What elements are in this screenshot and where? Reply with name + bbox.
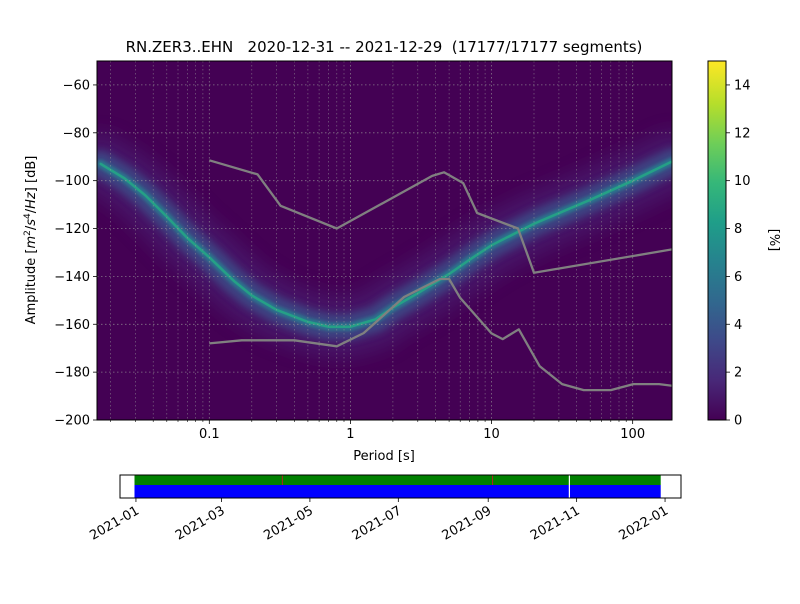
timeline-tick-label: 2021-05: [261, 503, 316, 543]
colorbar-tick-label: 6: [734, 270, 742, 285]
x-tick-label: 0.1: [199, 427, 220, 442]
noise-model-lines: [208, 159, 672, 392]
noise-model-nlnm: [209, 277, 672, 392]
noise-model-nhnm: [208, 159, 672, 274]
timeline-tick-label: 2021-11: [528, 503, 583, 543]
y-tick-label: −200: [54, 414, 90, 429]
timeline-tick-label: 2021-09: [440, 503, 495, 543]
x-tick-label: 100: [620, 427, 645, 442]
y-tick-label: −140: [54, 270, 90, 285]
heatmap-density: [97, 131, 672, 357]
colorbar-label: [%]: [766, 229, 781, 252]
y-tick-label: −160: [54, 318, 90, 333]
timeline-bar-top: [134, 475, 661, 485]
x-axis: 0.1 1 10 100: [110, 420, 645, 442]
colorbar-gradient: [707, 60, 727, 421]
x-tick-label: 10: [483, 427, 500, 442]
colorbar-tick-label: 14: [734, 78, 751, 93]
x-tick-label: 1: [346, 427, 354, 442]
y-axis: −200 −180 −160 −140 −120 −100 −80 −60: [54, 78, 97, 429]
timeline-bar-bottom: [134, 485, 661, 498]
y-tick-label: −60: [63, 78, 90, 93]
colorbar-tick-label: 2: [734, 366, 742, 381]
y-tick-label: −120: [54, 222, 90, 237]
x-axis-label: Period [s]: [353, 449, 415, 464]
timeline-bars: [134, 475, 661, 498]
y-tick-label: −80: [63, 126, 90, 141]
colorbar-ticks: 0 2 4 6 8 10 12 14: [726, 78, 751, 429]
colorbar-tick-label: 10: [734, 174, 751, 189]
y-tick-label: −100: [54, 174, 90, 189]
chart-title: RN.ZER3..EHN 2020-12-31 -- 2021-12-29 (1…: [126, 38, 643, 56]
y-axis-label: Amplitude [m2/s4/Hz] [dB]: [23, 156, 39, 325]
timeline-tick-label: 2021-07: [350, 503, 405, 543]
plot-area: 0.1 1 10 100 −200 −180 −160 −140 −120 −100 −80 −60…: [23, 60, 673, 464]
colorbar: 0 2 4 6 8 10 12 14 [%]: [707, 60, 781, 429]
colorbar-tick-label: 0: [734, 414, 742, 429]
colorbar-tick-label: 12: [734, 126, 751, 141]
plot-frame: [96, 60, 673, 421]
density-mode: [99, 160, 672, 328]
timeline-frame: [119, 474, 682, 499]
timeline-tick-label: 2022-01: [617, 503, 672, 543]
availability-timeline: 2021-01 2021-03 2021-05 2021-07 2021-09 2021-…: [87, 474, 682, 544]
y-tick-label: −180: [54, 366, 90, 381]
timeline-tick-label: 2021-03: [173, 503, 228, 543]
colorbar-tick-label: 4: [734, 318, 742, 333]
timeline-tick-label: 2021-01: [87, 503, 142, 543]
timeline-date-axis: 2021-01 2021-03 2021-05 2021-07 2021-09 2021-…: [87, 498, 671, 544]
colorbar-tick-label: 8: [734, 222, 742, 237]
